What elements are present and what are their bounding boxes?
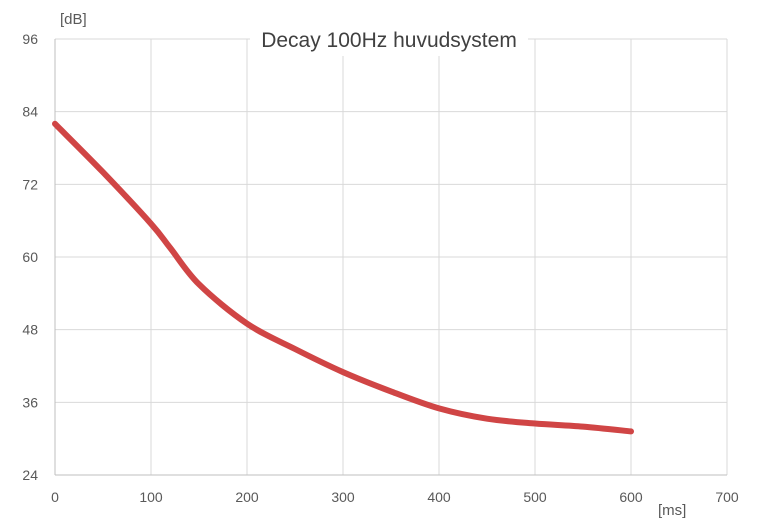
title-background [250, 24, 528, 56]
chart-title: Decay 100Hz huvudsystem [261, 29, 517, 52]
series-line [52, 120, 634, 435]
x-tick-label: 300 [331, 489, 355, 505]
x-tick-label: 0 [51, 489, 59, 505]
x-tick-label: 200 [235, 489, 259, 505]
x-axis-label: [ms] [658, 502, 686, 519]
y-tick-labels: 24 36 48 60 72 84 96 [22, 31, 38, 483]
x-tick-labels: 0 100 200 300 400 500 600 700 [51, 489, 739, 505]
y-tick-label: 24 [22, 467, 38, 483]
y-tick-label: 48 [22, 322, 38, 338]
x-tick-label: 400 [427, 489, 451, 505]
y-tick-label: 72 [22, 176, 38, 192]
series-layer [52, 120, 634, 435]
x-tick-label: 100 [139, 489, 163, 505]
x-tick-label: 600 [619, 489, 643, 505]
x-tick-label: 500 [523, 489, 547, 505]
y-tick-label: 60 [22, 249, 38, 265]
axes [54, 39, 727, 476]
y-tick-label: 36 [22, 394, 38, 410]
y-axis-label: [dB] [60, 11, 87, 28]
grid [55, 38, 728, 475]
x-tick-label: 700 [715, 489, 739, 505]
y-tick-label: 96 [22, 31, 38, 47]
x-label-background [655, 497, 697, 519]
y-tick-label: 84 [22, 104, 38, 120]
